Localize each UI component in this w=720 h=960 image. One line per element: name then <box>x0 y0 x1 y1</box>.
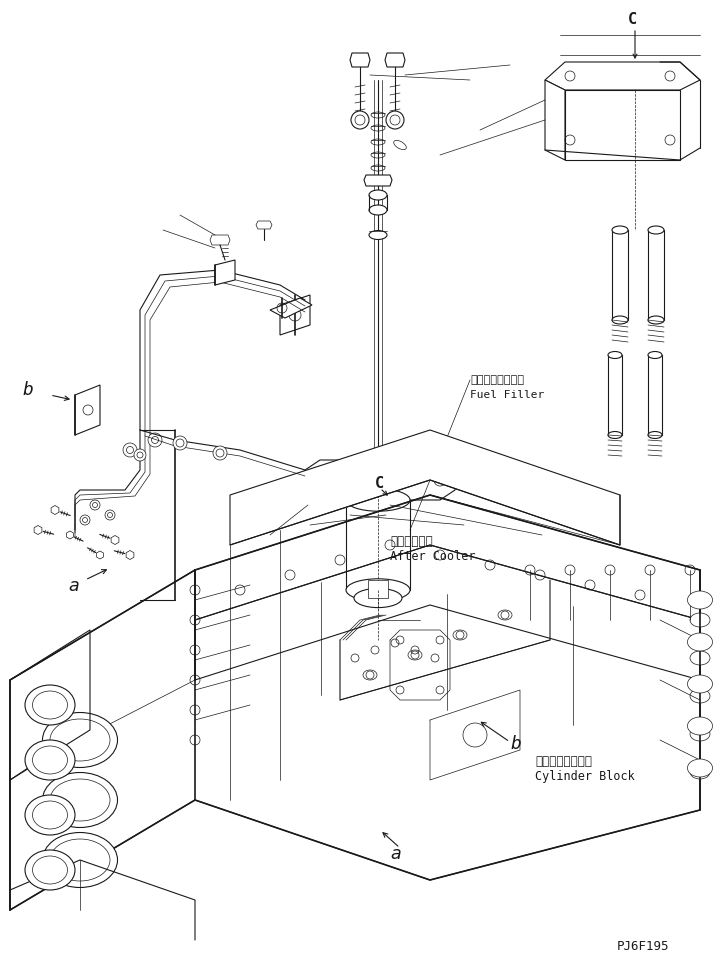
Circle shape <box>386 111 404 129</box>
Ellipse shape <box>42 773 117 828</box>
Text: Cylinder Block: Cylinder Block <box>535 770 635 783</box>
Text: Fuel Filler: Fuel Filler <box>470 390 544 400</box>
Circle shape <box>213 446 227 460</box>
Ellipse shape <box>25 850 75 890</box>
Ellipse shape <box>369 190 387 200</box>
Ellipse shape <box>369 230 387 239</box>
Polygon shape <box>34 525 42 535</box>
Polygon shape <box>364 175 392 186</box>
Ellipse shape <box>363 670 377 680</box>
Circle shape <box>134 449 146 461</box>
Ellipse shape <box>690 765 710 779</box>
Ellipse shape <box>369 205 387 215</box>
Text: After Cooler: After Cooler <box>390 550 475 563</box>
Ellipse shape <box>25 740 75 780</box>
Text: a: a <box>390 845 401 863</box>
Polygon shape <box>126 550 134 560</box>
Ellipse shape <box>688 633 713 651</box>
Polygon shape <box>75 385 100 435</box>
Ellipse shape <box>688 759 713 777</box>
Polygon shape <box>280 295 310 335</box>
Ellipse shape <box>648 226 664 234</box>
Text: アフタクーラ: アフタクーラ <box>390 535 433 548</box>
Ellipse shape <box>394 140 406 150</box>
Polygon shape <box>230 430 620 545</box>
Polygon shape <box>270 298 312 318</box>
Polygon shape <box>66 531 73 539</box>
Bar <box>648 355 662 435</box>
Text: b: b <box>22 381 33 399</box>
Bar <box>368 580 388 598</box>
Text: a: a <box>68 577 79 595</box>
Ellipse shape <box>354 588 402 608</box>
Ellipse shape <box>688 591 713 609</box>
Circle shape <box>123 443 137 457</box>
Ellipse shape <box>608 351 622 358</box>
Polygon shape <box>565 90 680 160</box>
Ellipse shape <box>371 139 385 145</box>
Ellipse shape <box>346 579 410 601</box>
Polygon shape <box>256 221 272 229</box>
Bar <box>648 230 664 320</box>
Ellipse shape <box>371 112 385 118</box>
Ellipse shape <box>612 226 628 234</box>
Ellipse shape <box>688 717 713 735</box>
Ellipse shape <box>608 431 622 439</box>
Ellipse shape <box>42 712 117 767</box>
Circle shape <box>90 500 100 510</box>
Ellipse shape <box>690 651 710 665</box>
Text: C: C <box>628 12 637 27</box>
Ellipse shape <box>42 832 117 887</box>
Polygon shape <box>545 80 565 160</box>
Ellipse shape <box>25 685 75 725</box>
Ellipse shape <box>612 316 628 324</box>
Text: シリンダブロック: シリンダブロック <box>535 755 592 768</box>
Polygon shape <box>96 551 104 559</box>
Polygon shape <box>215 260 235 285</box>
Polygon shape <box>51 506 59 515</box>
Polygon shape <box>305 460 455 500</box>
Ellipse shape <box>688 675 713 693</box>
Bar <box>608 355 622 435</box>
Polygon shape <box>210 235 230 245</box>
Ellipse shape <box>498 610 512 620</box>
Ellipse shape <box>371 125 385 131</box>
Text: b: b <box>510 735 521 753</box>
Ellipse shape <box>371 152 385 158</box>
Ellipse shape <box>648 351 662 358</box>
Text: C: C <box>375 476 384 491</box>
Ellipse shape <box>690 727 710 741</box>
Ellipse shape <box>648 431 662 439</box>
Text: PJ6F195: PJ6F195 <box>617 940 670 953</box>
Circle shape <box>148 433 162 447</box>
Polygon shape <box>385 53 405 67</box>
Ellipse shape <box>453 630 467 640</box>
Ellipse shape <box>346 489 410 511</box>
Circle shape <box>105 510 115 520</box>
Ellipse shape <box>648 316 664 324</box>
Polygon shape <box>350 53 370 67</box>
Polygon shape <box>111 536 119 544</box>
Circle shape <box>80 515 90 525</box>
Ellipse shape <box>371 165 385 171</box>
Ellipse shape <box>408 650 422 660</box>
Bar <box>612 230 628 320</box>
Circle shape <box>173 436 187 450</box>
Polygon shape <box>545 62 700 90</box>
Text: フェエルフィルタ: フェエルフィルタ <box>470 375 524 385</box>
Ellipse shape <box>25 795 75 835</box>
Circle shape <box>351 111 369 129</box>
Ellipse shape <box>690 689 710 703</box>
Ellipse shape <box>690 613 710 627</box>
